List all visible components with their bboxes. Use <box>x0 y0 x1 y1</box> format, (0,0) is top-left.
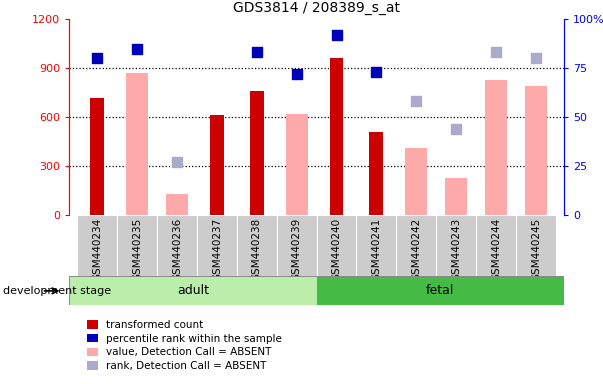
Point <box>252 50 262 56</box>
Bar <box>126 73 148 215</box>
Text: GSM440240: GSM440240 <box>332 217 341 281</box>
Bar <box>445 177 467 215</box>
Text: development stage: development stage <box>3 286 111 296</box>
Bar <box>77 215 117 276</box>
Point <box>411 98 421 104</box>
Bar <box>277 215 317 276</box>
Point <box>491 50 501 56</box>
Text: GSM440243: GSM440243 <box>451 217 461 281</box>
Bar <box>117 215 157 276</box>
Bar <box>197 215 237 276</box>
Text: GSM440238: GSM440238 <box>252 217 262 281</box>
Point <box>172 159 182 165</box>
Bar <box>329 58 344 215</box>
Text: adult: adult <box>177 285 209 297</box>
Point <box>531 55 541 61</box>
Text: GSM440244: GSM440244 <box>491 217 501 281</box>
Bar <box>436 215 476 276</box>
Bar <box>396 215 436 276</box>
Bar <box>210 116 224 215</box>
Bar <box>157 215 197 276</box>
Bar <box>237 215 277 276</box>
Legend: transformed count, percentile rank within the sample, value, Detection Call = AB: transformed count, percentile rank withi… <box>87 320 282 371</box>
Point <box>332 32 341 38</box>
Point <box>132 46 142 52</box>
Point <box>292 71 302 77</box>
Text: GSM440235: GSM440235 <box>132 217 142 281</box>
Bar <box>516 215 556 276</box>
Bar <box>476 215 516 276</box>
Text: GSM440241: GSM440241 <box>371 217 381 281</box>
Text: fetal: fetal <box>426 285 455 297</box>
Text: GSM440237: GSM440237 <box>212 217 222 281</box>
Point <box>451 126 461 132</box>
Bar <box>525 86 547 215</box>
Bar <box>317 215 356 276</box>
Bar <box>90 98 104 215</box>
Point <box>371 69 381 75</box>
Text: GSM440236: GSM440236 <box>172 217 182 281</box>
Text: GSM440245: GSM440245 <box>531 217 541 281</box>
Point <box>92 55 102 61</box>
Bar <box>485 79 507 215</box>
Text: GSM440234: GSM440234 <box>92 217 103 281</box>
Bar <box>166 194 188 215</box>
Bar <box>250 91 264 215</box>
Bar <box>356 215 396 276</box>
Text: GSM440239: GSM440239 <box>292 217 302 281</box>
Bar <box>405 148 428 215</box>
Title: GDS3814 / 208389_s_at: GDS3814 / 208389_s_at <box>233 2 400 15</box>
Bar <box>370 132 384 215</box>
Bar <box>286 114 308 215</box>
Text: GSM440242: GSM440242 <box>411 217 421 281</box>
